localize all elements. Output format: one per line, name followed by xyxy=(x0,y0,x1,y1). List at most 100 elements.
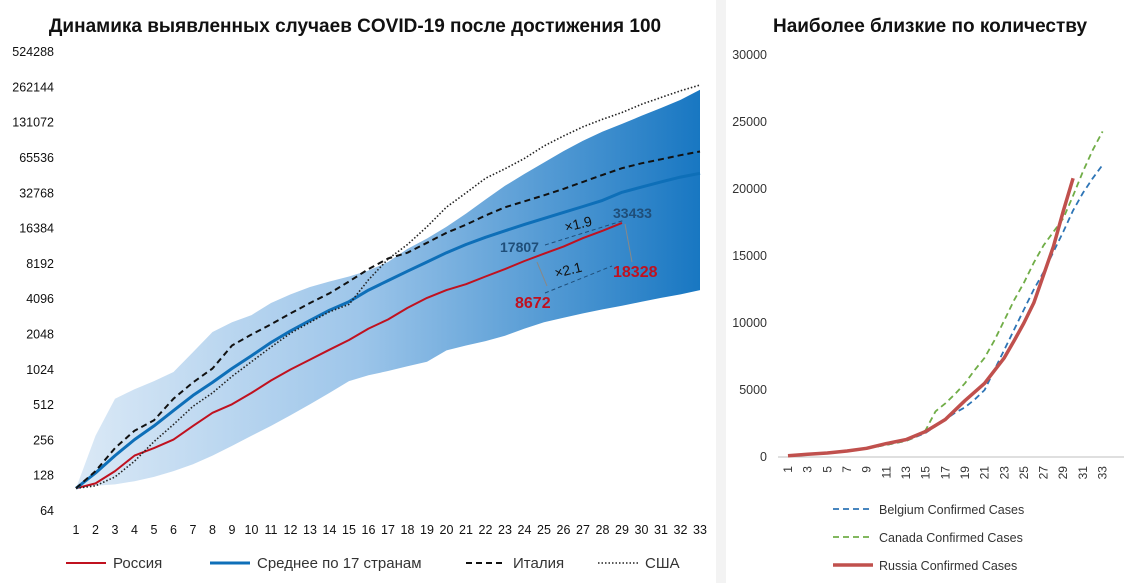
chart-linear-similar: Наиболее близкие по количеству 0 5000 1000… xyxy=(732,16,1124,573)
annotation-ratio-2-1: ×2.1 xyxy=(553,259,584,281)
x-tick-label: 7 xyxy=(840,466,854,473)
x-tick-label: 27 xyxy=(1037,466,1051,480)
x-tick-label: 21 xyxy=(978,466,992,480)
x-tick-label: 5 xyxy=(151,523,158,537)
series-line xyxy=(787,164,1104,457)
x-tick-label: 32 xyxy=(674,523,688,537)
legend-label: Russia Confirmed Cases xyxy=(879,559,1017,573)
y-tick-label: 30000 xyxy=(732,48,767,62)
legend-label: Италия xyxy=(513,555,564,572)
y-tick-label: 262144 xyxy=(12,80,54,94)
x-tick-label: 33 xyxy=(693,523,707,537)
y-tick-label: 128 xyxy=(33,469,54,483)
x-tick-label: 3 xyxy=(112,523,119,537)
x-tick-label: 15 xyxy=(342,523,356,537)
legend-label: США xyxy=(645,555,680,572)
x-axis-ticks: 1 2 3 4 5 6 7 8 9 10 11 12 13 14 15 16 17 18 19 20 21 22 23 24 2… xyxy=(73,523,707,537)
x-tick-label: 12 xyxy=(284,523,298,537)
x-tick-label: 9 xyxy=(860,466,874,473)
x-tick-label: 26 xyxy=(557,523,571,537)
y-tick-label: 20000 xyxy=(732,182,767,196)
y-axis-ticks: 64 128 256 512 1024 2048 4096 8192 16384 32768 655… xyxy=(12,45,54,518)
x-tick-label: 3 xyxy=(801,466,815,473)
x-tick-label: 29 xyxy=(615,523,629,537)
x-tick-label: 23 xyxy=(997,466,1011,480)
leader-line-8672 xyxy=(536,261,548,287)
x-tick-label: 1 xyxy=(73,523,80,537)
x-tick-label: 22 xyxy=(479,523,493,537)
y-tick-label: 32768 xyxy=(19,186,54,200)
y-tick-label: 10000 xyxy=(732,316,767,330)
x-tick-label: 21 xyxy=(459,523,473,537)
y-axis-ticks-right: 0 5000 10000 15000 20000 25000 30000 xyxy=(732,48,767,464)
x-tick-label: 23 xyxy=(498,523,512,537)
panel-divider xyxy=(716,0,726,583)
x-tick-label: 25 xyxy=(537,523,551,537)
annotation-8672: 8672 xyxy=(515,295,551,312)
y-tick-label: 1024 xyxy=(26,363,54,377)
y-tick-label: 15000 xyxy=(732,249,767,263)
y-tick-label: 25000 xyxy=(732,115,767,129)
annotation-18328: 18328 xyxy=(613,264,658,281)
y-tick-label: 131072 xyxy=(12,116,54,130)
series-line xyxy=(75,150,701,490)
x-tick-label: 25 xyxy=(1017,466,1031,480)
x-tick-label: 4 xyxy=(131,523,138,537)
y-tick-label: 64 xyxy=(40,504,54,518)
x-tick-label: 13 xyxy=(899,466,913,480)
y-tick-label: 5000 xyxy=(739,383,767,397)
legend-label: Belgium Confirmed Cases xyxy=(879,503,1024,517)
x-tick-label: 30 xyxy=(635,523,649,537)
x-tick-label: 31 xyxy=(654,523,668,537)
x-tick-label: 10 xyxy=(245,523,259,537)
x-tick-label: 17 xyxy=(938,466,952,480)
legend-label: Россия xyxy=(113,555,162,572)
series-line xyxy=(75,221,623,490)
legend-right: Belgium Confirmed Cases Canada Confirmed … xyxy=(833,503,1024,573)
series-line xyxy=(787,130,1104,457)
x-tick-label: 20 xyxy=(440,523,454,537)
y-tick-label: 512 xyxy=(33,398,54,412)
legend-label: Canada Confirmed Cases xyxy=(879,531,1023,545)
x-tick-label: 11 xyxy=(265,523,278,537)
series-lines-right xyxy=(787,130,1104,458)
x-tick-label: 9 xyxy=(229,523,236,537)
x-tick-label: 14 xyxy=(323,523,337,537)
annotation-ratio-1-9: ×1.9 xyxy=(563,213,594,235)
x-tick-label: 15 xyxy=(919,466,933,480)
x-tick-label: 2 xyxy=(92,523,99,537)
x-tick-label: 27 xyxy=(576,523,590,537)
y-tick-label: 65536 xyxy=(19,151,54,165)
x-tick-label: 24 xyxy=(518,523,532,537)
series-line xyxy=(75,171,701,490)
chart-title: Динамика выявленных случаев COVID-19 пос… xyxy=(49,16,661,37)
x-tick-label: 19 xyxy=(958,466,972,480)
ratio-guide-lower xyxy=(544,265,613,294)
y-tick-label: 256 xyxy=(33,433,54,447)
legend: Россия Среднее по 17 странам Италия США xyxy=(66,555,680,572)
x-axis-ticks-right: 1 3 5 7 9 11 13 15 17 19 21 23 25 27 29 31 33 xyxy=(781,466,1110,480)
range-band xyxy=(76,89,700,489)
x-tick-label: 31 xyxy=(1076,466,1090,480)
y-tick-label: 524288 xyxy=(12,45,54,59)
x-tick-label: 17 xyxy=(381,523,395,537)
x-tick-label: 1 xyxy=(781,466,795,473)
series-line xyxy=(787,177,1075,458)
x-tick-label: 16 xyxy=(362,523,376,537)
x-tick-label: 18 xyxy=(401,523,415,537)
x-tick-label: 5 xyxy=(820,466,834,473)
leader-line-18328 xyxy=(624,223,633,263)
y-tick-label: 16384 xyxy=(19,222,54,236)
x-tick-label: 28 xyxy=(596,523,610,537)
chart-title-right: Наиболее близкие по количеству xyxy=(773,16,1087,37)
x-tick-label: 7 xyxy=(190,523,197,537)
chart-log-covid: Динамика выявленных случаев COVID-19 пос… xyxy=(12,16,707,572)
annotation-17807: 17807 xyxy=(500,239,539,255)
x-tick-label: 13 xyxy=(303,523,317,537)
x-tick-label: 6 xyxy=(170,523,177,537)
annotation-33433: 33433 xyxy=(613,205,652,221)
series-line xyxy=(75,84,701,490)
x-tick-label: 8 xyxy=(209,523,216,537)
series-lines xyxy=(75,84,701,490)
